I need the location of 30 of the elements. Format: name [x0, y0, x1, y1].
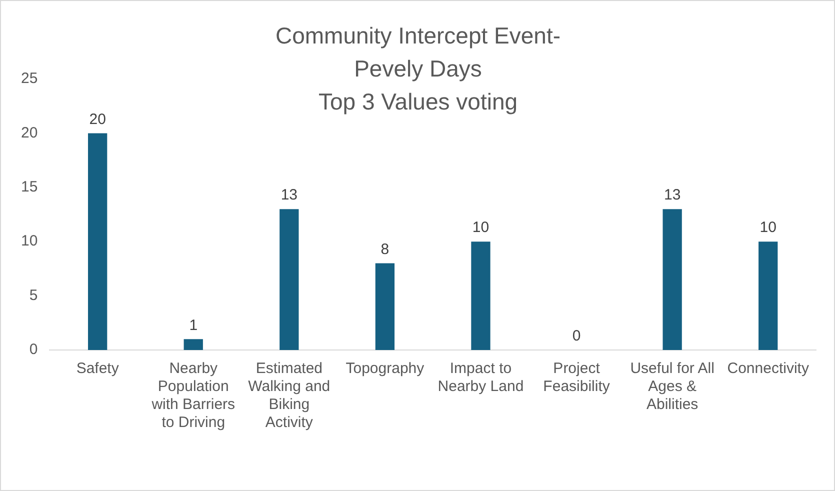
y-tick-label: 10	[20, 232, 38, 250]
data-label: 0	[572, 328, 581, 345]
bar	[375, 263, 395, 350]
bar	[88, 133, 108, 350]
data-label: 20	[89, 110, 106, 128]
bar	[758, 242, 778, 350]
y-tick-label: 5	[29, 286, 38, 304]
data-label: 10	[760, 219, 776, 236]
x-tick-label: Project Feasibility	[543, 360, 610, 396]
y-tick-label: 20	[20, 124, 38, 142]
y-tick-label: 0	[29, 341, 38, 358]
data-label: 13	[664, 186, 681, 204]
bar	[662, 209, 682, 350]
data-label: 10	[472, 219, 490, 236]
x-tick-label: Useful for All Ages & Abilities	[630, 360, 714, 414]
x-tick-label: Nearby Population with Barriers to Driving	[150, 360, 236, 432]
chart-title: Community Intercept Event- Pevely Days Top 3 Values voting	[275, 22, 561, 114]
bar	[280, 209, 299, 350]
data-label: 1	[189, 316, 198, 334]
data-label: 8	[380, 240, 390, 258]
bar	[471, 242, 490, 350]
x-tick-label: Topography	[346, 360, 425, 378]
y-tick-label: 25	[20, 70, 38, 88]
bar	[184, 339, 203, 350]
y-tick-label: 15	[20, 178, 38, 196]
data-label: 13	[280, 186, 298, 204]
x-tick-label: Estimated Walking and Biking Activity	[248, 360, 330, 432]
x-tick-label: Connectivity	[727, 360, 810, 378]
x-tick-label: Impact to Nearby Land	[438, 360, 524, 396]
x-tick-label: Safety	[76, 360, 120, 378]
